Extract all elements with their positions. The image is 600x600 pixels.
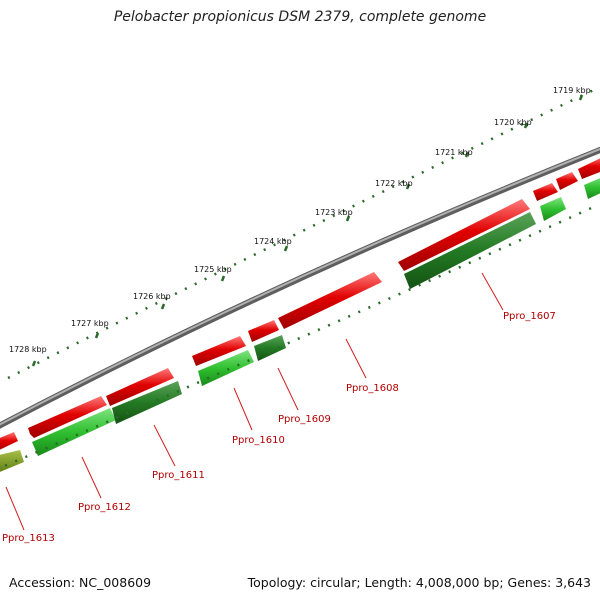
- gene-block-reverse: [32, 408, 116, 456]
- gene-label-ppro-1607: Ppro_1607: [503, 311, 556, 322]
- ruler-label: 1722 kbp: [375, 179, 413, 188]
- ruler-label: 1720 kbp: [494, 118, 532, 127]
- ruler-label: 1719 kbp: [553, 86, 591, 95]
- gene-block-forward: [192, 336, 246, 366]
- ruler-label: 1725 kbp: [194, 265, 232, 274]
- gene-label-ppro-1608: Ppro_1608: [346, 383, 399, 394]
- genome-backbone: [0, 146, 600, 429]
- gene-label-ppro-1610: Ppro_1610: [232, 435, 285, 446]
- inner-ruler-dots: [0, 203, 599, 470]
- gene-block-forward: [106, 368, 174, 406]
- ruler-label: 1724 kbp: [254, 237, 292, 246]
- gene-block-forward: [578, 158, 600, 179]
- ruler-label: 1726 kbp: [133, 292, 171, 301]
- gene-label-ppro-1609: Ppro_1609: [278, 414, 331, 425]
- gene-block-reverse: [254, 335, 286, 361]
- gene-block-reverse: [404, 212, 536, 289]
- gene-block-forward: [248, 320, 279, 342]
- gene-block-forward: [28, 396, 107, 438]
- gene-block-forward: [556, 172, 578, 190]
- gene-block-reverse: [540, 197, 566, 221]
- ruler-ticks: [31, 94, 584, 367]
- genome-stats-text: Topology: circular; Length: 4,008,000 bp…: [247, 575, 591, 590]
- gene-labels: Ppro_1607 Ppro_1608 Ppro_1609 Ppro_1610 …: [2, 311, 556, 544]
- gene-label-ppro-1612: Ppro_1612: [78, 502, 131, 513]
- gene-block-reverse: [198, 350, 254, 386]
- gene-block-reverse: [112, 381, 182, 424]
- gene-block-reverse: [584, 178, 600, 199]
- ruler-label: 1728 kbp: [9, 345, 47, 354]
- gene-label-ppro-1611: Ppro_1611: [152, 470, 205, 481]
- gene-label-ppro-1613: Ppro_1613: [2, 533, 55, 544]
- gene-block-forward: [0, 432, 18, 450]
- reverse-strand: [0, 178, 600, 472]
- gene-block-reverse: [0, 450, 24, 472]
- ruler-label: 1727 kbp: [71, 319, 109, 328]
- map-title: Pelobacter propionicus DSM 2379, complet…: [113, 9, 487, 25]
- gene-block-forward: [278, 272, 382, 329]
- accession-text: Accession: NC_008609: [9, 575, 152, 590]
- ruler-label: 1721 kbp: [435, 148, 473, 157]
- gene-block-forward: [533, 183, 558, 201]
- ruler-labels: 1719 kbp 1720 kbp 1721 kbp 1722 kbp 1723…: [9, 86, 591, 354]
- gene-block-forward: [398, 199, 530, 271]
- forward-strand: [0, 158, 600, 450]
- ruler-label: 1723 kbp: [315, 208, 353, 217]
- label-leaders: [5, 272, 504, 531]
